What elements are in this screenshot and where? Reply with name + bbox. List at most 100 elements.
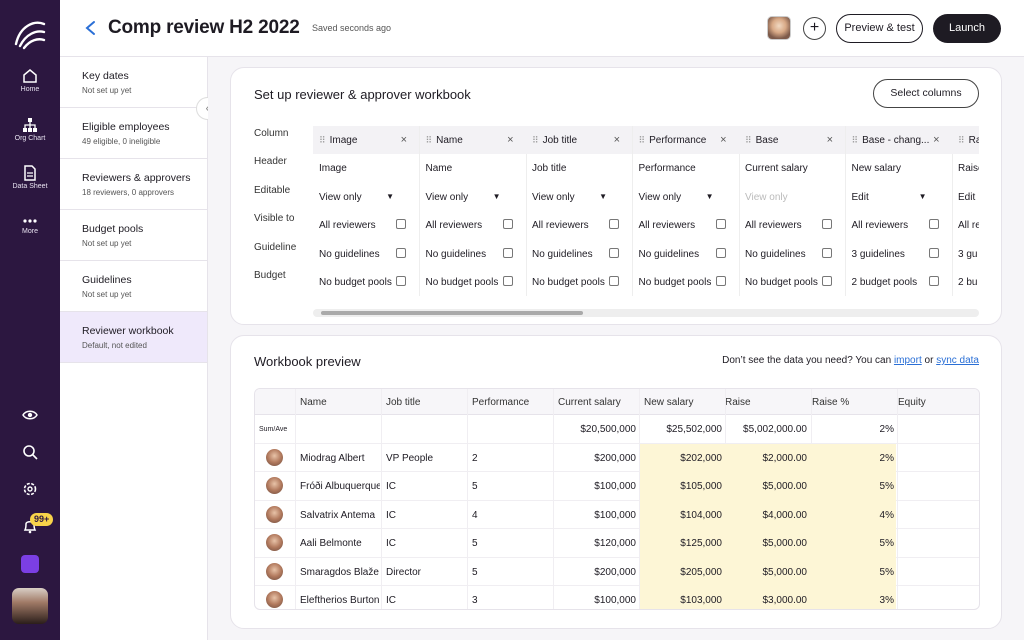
cell-guideline[interactable]: 3 gu (952, 240, 979, 269)
edit-icon[interactable] (396, 247, 406, 258)
dropdown-caret-icon[interactable]: ▼ (492, 191, 501, 201)
column-header[interactable]: Raise % (812, 397, 850, 408)
drag-handle-icon[interactable]: ⠿ (851, 135, 859, 145)
cell-budget[interactable]: 2 budget pools (846, 268, 952, 297)
employee-raise[interactable]: $5,000.00 (762, 538, 808, 549)
cell-guideline[interactable]: No guidelines (313, 240, 419, 269)
column-header[interactable]: Job title (386, 397, 421, 408)
nav-more[interactable]: More (0, 216, 60, 235)
step-reviewers-approvers[interactable]: Reviewers & approvers 18 reviewers, 0 app… (60, 159, 207, 210)
cell-guideline[interactable]: No guidelines (420, 240, 526, 269)
dropdown-caret-icon[interactable]: ▼ (918, 191, 927, 201)
cell-header[interactable]: Current salary (739, 154, 845, 183)
cell-editable[interactable]: View only ▼ (313, 183, 419, 212)
remove-column-icon[interactable]: × (613, 134, 620, 146)
column-header-chip[interactable]: ⠿ Performance × (632, 126, 739, 154)
cell-header[interactable]: Job title (526, 154, 632, 183)
employee-new-salary[interactable]: $103,000 (680, 595, 722, 606)
cell-budget[interactable]: No budget pools (420, 268, 526, 297)
employee-raise[interactable]: $3,000.00 (762, 595, 808, 606)
column-header-chip[interactable]: ⠿ Base - chang... × (845, 126, 952, 154)
step-guidelines[interactable]: Guidelines Not set up yet (60, 261, 207, 312)
cell-budget[interactable]: No budget pools (633, 268, 739, 297)
edit-icon[interactable] (396, 219, 406, 229)
edit-icon[interactable] (502, 276, 513, 286)
cell-header[interactable]: Raise (952, 154, 979, 183)
drag-handle-icon[interactable]: ⠿ (425, 135, 433, 145)
table-row[interactable]: Fróði Albuquerque IC 5 $100,000 $105,000… (255, 472, 979, 501)
cell-editable[interactable]: View only ▼ (526, 183, 632, 212)
horizontal-scrollbar[interactable] (313, 309, 979, 317)
cell-header[interactable]: Name (420, 154, 526, 183)
drag-handle-icon[interactable]: ⠿ (638, 135, 646, 145)
cell-visible[interactable]: All reviewers (633, 211, 739, 240)
cell-guideline[interactable]: No guidelines (739, 240, 845, 269)
import-link[interactable]: import (893, 355, 922, 366)
column-header[interactable]: Performance (472, 397, 530, 408)
remove-column-icon[interactable]: × (720, 134, 727, 146)
nav-data-sheet[interactable]: Data Sheet (0, 165, 60, 190)
cell-header[interactable]: Performance (633, 154, 739, 183)
employee-new-salary[interactable]: $125,000 (680, 538, 722, 549)
preview-test-button[interactable]: Preview & test (836, 14, 923, 43)
edit-icon[interactable] (502, 247, 513, 258)
employee-new-salary[interactable]: $202,000 (680, 452, 722, 464)
employee-raise[interactable]: $4,000.00 (762, 509, 808, 521)
column-header-chip[interactable]: ⠿ Job title × (526, 126, 632, 154)
employee-raise[interactable]: $2,000.00 (762, 452, 808, 464)
cell-editable[interactable]: View only ▼ (633, 183, 739, 212)
cell-visible[interactable]: All reviewers (313, 211, 419, 240)
edit-icon[interactable] (609, 219, 619, 229)
drag-handle-icon[interactable]: ⠿ (532, 135, 539, 145)
cell-visible[interactable]: All re (952, 211, 979, 240)
cell-editable[interactable]: Edit▼ (846, 183, 952, 212)
back-arrow-icon[interactable] (84, 20, 98, 36)
nav-org-chart[interactable]: Org Chart (0, 117, 60, 142)
edit-icon[interactable] (928, 247, 939, 258)
cell-visible[interactable]: All reviewers (739, 211, 845, 240)
workspace-icon[interactable] (21, 555, 39, 573)
cell-visible[interactable]: All reviewers (846, 211, 952, 240)
cell-editable[interactable]: View only ▼ (420, 183, 526, 212)
user-avatar[interactable] (12, 588, 48, 624)
cell-editable[interactable]: View only (739, 183, 845, 212)
column-header-chip[interactable]: ⠿Ra× (952, 126, 979, 154)
dropdown-caret-icon[interactable]: ▼ (386, 191, 394, 201)
employee-new-salary[interactable]: $105,000 (680, 481, 722, 492)
cell-budget[interactable]: 2 bu (952, 268, 979, 297)
table-row[interactable]: Salvatrix Antema IC 4 $100,000 $104,000 … (255, 500, 979, 529)
column-header[interactable]: Name (300, 397, 327, 408)
edit-icon[interactable] (396, 276, 406, 286)
column-header[interactable]: Equity (898, 397, 926, 408)
launch-button[interactable]: Launch (933, 14, 1001, 43)
step-budget-pools[interactable]: Budget pools Not set up yet (60, 210, 207, 261)
edit-icon[interactable] (715, 219, 726, 229)
cell-editable[interactable]: Edit▼ (952, 183, 979, 212)
collaborator-avatar[interactable] (767, 16, 791, 40)
dropdown-caret-icon[interactable]: ▼ (599, 191, 607, 201)
add-collaborator-button[interactable]: + (803, 17, 826, 40)
cell-visible[interactable]: All reviewers (420, 211, 526, 240)
edit-icon[interactable] (928, 276, 939, 286)
cell-guideline[interactable]: 3 guidelines (846, 240, 952, 269)
column-header[interactable]: Raise (725, 397, 751, 408)
drag-handle-icon[interactable]: ⠿ (745, 135, 752, 145)
cell-budget[interactable]: No budget pools (526, 268, 632, 297)
step-eligible-employees[interactable]: Eligible employees 49 eligible, 0 ineligi… (60, 108, 207, 159)
column-header-chip[interactable]: ⠿ Image × (313, 126, 419, 154)
column-header[interactable]: New salary (644, 397, 694, 408)
eye-icon[interactable] (22, 407, 38, 423)
table-row[interactable]: Eleftherios Burton IC 3 $100,000 $103,00… (255, 586, 979, 609)
select-columns-button[interactable]: Select columns (873, 79, 979, 108)
edit-icon[interactable] (822, 276, 832, 286)
column-header[interactable]: Current salary (558, 397, 621, 408)
employee-raise[interactable]: $5,000.00 (762, 566, 808, 578)
edit-icon[interactable] (715, 276, 726, 286)
edit-icon[interactable] (928, 219, 939, 229)
edit-icon[interactable] (822, 219, 832, 229)
remove-column-icon[interactable]: × (507, 134, 514, 146)
edit-icon[interactable] (609, 247, 619, 258)
nav-home[interactable]: Home (0, 68, 60, 93)
edit-icon[interactable] (502, 219, 513, 229)
column-header-chip[interactable]: ⠿ Name × (419, 126, 526, 154)
